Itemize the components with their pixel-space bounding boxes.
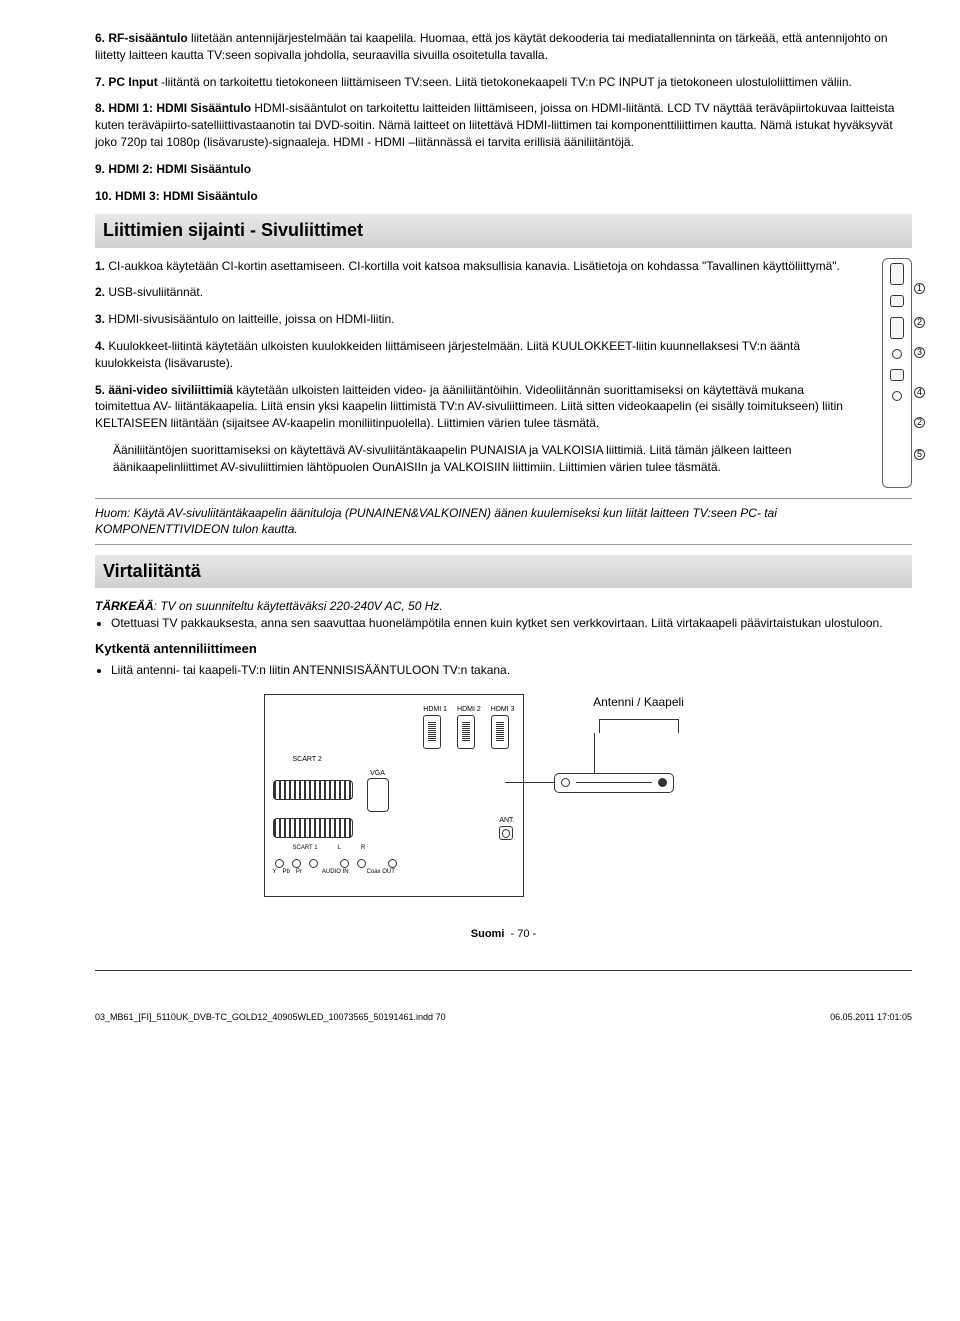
- hdmi1-port-icon: [423, 715, 441, 749]
- print-date-label: 06.05.2011 17:01:05: [830, 1011, 912, 1024]
- ci-slot-icon: [890, 263, 904, 285]
- usb-port-icon: [890, 295, 904, 307]
- audio-l-icon: [340, 859, 349, 868]
- item-6: 6. RF-sisääntulo liitetään antennijärjes…: [95, 30, 912, 64]
- pb-label: Pb: [283, 868, 290, 876]
- audioin-label: AUDIO IN: [322, 868, 349, 876]
- power-bullet-1: Otettuasi TV pakkauksesta, anna sen saav…: [111, 615, 912, 632]
- item-8: 8. HDMI 1: HDMI Sisääntulo HDMI-sisääntu…: [95, 100, 912, 150]
- item-9: 9. HDMI 2: HDMI Sisääntulo: [95, 161, 912, 178]
- y-label: Y: [273, 868, 277, 876]
- scart1-port-icon: [273, 818, 353, 838]
- item-7: 7. PC Input -liitäntä on tarkoitettu tie…: [95, 74, 912, 91]
- numbered-list-1: 6. RF-sisääntulo liitetään antennijärjes…: [95, 30, 912, 204]
- ant-port-icon: [499, 826, 513, 840]
- antenna-cable-diagram: Antenni / Kaapeli: [554, 694, 724, 793]
- usb-port-icon-2: [890, 369, 904, 381]
- hdmi3-label: HDMI 3: [491, 705, 515, 715]
- side-list: 1. CI-aukkoa käytetään CI-kortin asettam…: [95, 258, 862, 432]
- hdmi2-label: HDMI 2: [457, 705, 481, 715]
- vga-label: VGA: [367, 769, 389, 779]
- hdmi1-label: HDMI 1: [423, 705, 447, 715]
- footer-rule: [95, 970, 912, 971]
- ant-label: ANT.: [499, 816, 514, 826]
- callout-3: 3: [914, 347, 925, 358]
- scart2-label: SCART 2: [293, 755, 515, 765]
- item-10: 10. HDMI 3: HDMI Sisääntulo: [95, 188, 912, 205]
- pr-jack-icon: [309, 859, 318, 868]
- antenna-cable-label: Antenni / Kaapeli: [554, 694, 724, 711]
- component-row: [273, 859, 515, 868]
- y-jack-icon: [275, 859, 284, 868]
- tv-back-panel: HDMI 1 HDMI 2 HDMI 3 SCART 2 VGA ANT. SC…: [264, 694, 524, 897]
- antenna-bullets: Liitä antenni- tai kaapeli-TV:n liitin A…: [111, 662, 912, 679]
- side-item-4: 4. Kuulokkeet-liitintä käytetään ulkoist…: [95, 338, 862, 372]
- callout-4: 4: [914, 387, 925, 398]
- scart2-port-icon: [273, 780, 353, 800]
- section-side-connectors: Liittimien sijainti - Sivuliittimet: [95, 214, 912, 247]
- note-block: Huom: Käytä AV-sivuliitäntäkaapelin ääni…: [95, 498, 912, 546]
- file-path-label: 03_MB61_[FI]_5110UK_DVB-TC_GOLD12_40905W…: [95, 1011, 446, 1024]
- side-item-3: 3. HDMI-sivusisääntulo on laitteille, jo…: [95, 311, 862, 328]
- r-label: R: [361, 844, 365, 852]
- hdmi-port-icon: [890, 317, 904, 339]
- side-item-1: 1. CI-aukkoa käytetään CI-kortin asettam…: [95, 258, 862, 275]
- scart1-label: SCART 1: [293, 844, 318, 852]
- side-item-2: 2. USB-sivuliitännät.: [95, 284, 862, 301]
- hdmi2-port-icon: [457, 715, 475, 749]
- coax-icon: [388, 859, 397, 868]
- page-footer: Suomi - 70 -: [95, 927, 912, 942]
- av-jack-icon: [892, 391, 902, 401]
- pb-jack-icon: [292, 859, 301, 868]
- audio-r-icon: [357, 859, 366, 868]
- antenna-bracket-icon: [599, 719, 679, 733]
- pr-label: Pr: [296, 868, 302, 876]
- vga-port-icon: [367, 778, 389, 812]
- side-item-5: 5. ääni-video siviliittimiä käytetään ul…: [95, 382, 862, 432]
- power-important: TÄRKEÄÄ: TV on suunniteltu käytettäväksi…: [95, 598, 912, 615]
- side-extra-text: Ääniliitäntöjen suorittamiseksi on käyte…: [113, 442, 862, 476]
- callout-2b: 2: [914, 417, 925, 428]
- antenna-bullet-1: Liitä antenni- tai kaapeli-TV:n liitin A…: [111, 662, 912, 679]
- hdmi3-port-icon: [491, 715, 509, 749]
- antenna-connector-icon: [554, 773, 674, 793]
- section-power: Virtaliitäntä: [95, 555, 912, 588]
- callout-2: 2: [914, 317, 925, 328]
- antenna-heading: Kytkentä antenniliittimeen: [95, 640, 912, 658]
- power-bullets: Otettuasi TV pakkauksesta, anna sen saav…: [111, 615, 912, 632]
- print-metadata: 03_MB61_[FI]_5110UK_DVB-TC_GOLD12_40905W…: [95, 1011, 912, 1024]
- headphone-jack-icon: [892, 349, 902, 359]
- side-panel-diagram: 1 2 3 4 2 5: [882, 258, 912, 488]
- callout-1: 1: [914, 283, 925, 294]
- antenna-line-icon: [594, 733, 724, 773]
- callout-5: 5: [914, 449, 925, 460]
- l-label: L: [338, 844, 341, 852]
- coax-label: Coax OUT: [367, 868, 395, 876]
- back-panel-diagram: HDMI 1 HDMI 2 HDMI 3 SCART 2 VGA ANT. SC…: [264, 694, 744, 897]
